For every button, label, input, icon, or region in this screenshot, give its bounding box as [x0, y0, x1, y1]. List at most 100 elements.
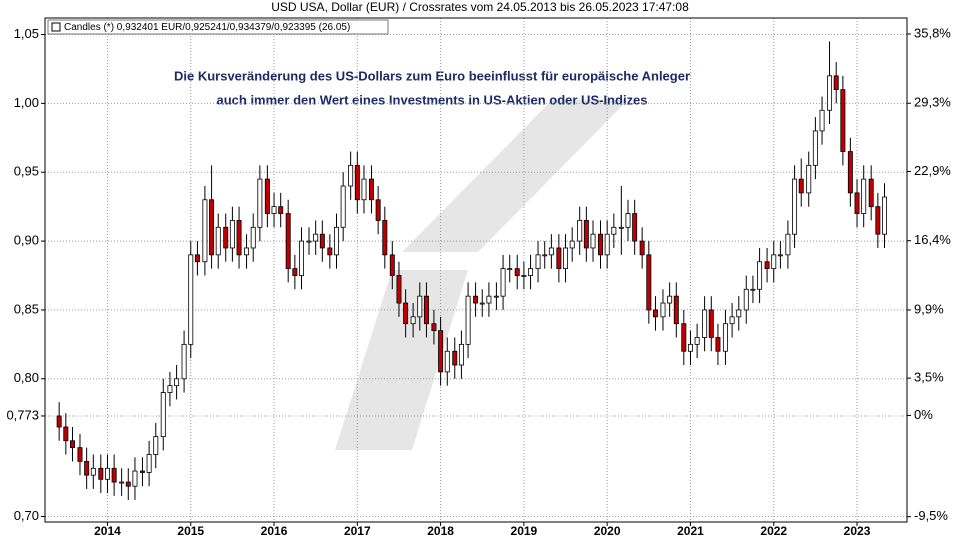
candle-body [382, 220, 388, 256]
candle-body [348, 164, 354, 187]
candle [361, 165, 367, 214]
candle-body [236, 220, 242, 256]
candle-body [354, 164, 360, 201]
candle [174, 365, 180, 400]
candle [56, 402, 62, 441]
candle-body [209, 199, 215, 256]
candle-body [244, 247, 250, 256]
candle-body [139, 470, 145, 473]
candle [507, 254, 513, 283]
candle-body [548, 247, 554, 256]
candle [806, 151, 812, 207]
candle [673, 282, 679, 338]
candle [444, 337, 450, 386]
candle-body [278, 206, 284, 214]
candle-body [423, 295, 429, 325]
candle [625, 199, 631, 242]
candle [750, 275, 756, 304]
candle-body [361, 178, 367, 201]
candle-body [556, 247, 562, 270]
candle [819, 96, 825, 145]
candle [812, 117, 818, 180]
candle [410, 303, 416, 338]
candle [111, 454, 117, 496]
candle-body [389, 254, 395, 276]
candle [70, 426, 75, 462]
candle [528, 254, 534, 290]
candle [319, 220, 325, 262]
candle [250, 213, 256, 262]
candle-body [757, 261, 763, 290]
candle [598, 220, 603, 269]
candle-body [368, 178, 374, 201]
x-tick-label: 2015 [177, 524, 204, 538]
candle-body [590, 233, 596, 249]
candle [771, 241, 777, 283]
candle-body [146, 454, 152, 473]
candle [652, 296, 658, 331]
candle [396, 261, 402, 317]
candle [882, 183, 887, 248]
candle [104, 454, 110, 494]
watermark-lower [335, 270, 468, 450]
candle-body [743, 288, 749, 311]
candle-body [417, 295, 423, 318]
candle-body [486, 295, 492, 304]
candle [278, 192, 284, 228]
candle [722, 309, 728, 366]
candle-body [215, 226, 221, 256]
x-tick-label: 2017 [344, 524, 371, 538]
candle [348, 151, 354, 200]
candle [285, 199, 291, 283]
candle-body [777, 254, 783, 257]
candle-body [750, 288, 756, 291]
candle-body [396, 275, 402, 304]
y2-tick-label: 22,9% [914, 163, 951, 178]
y-tick-label: 1,00 [14, 95, 39, 110]
candle-body [306, 240, 312, 243]
candle-body [438, 330, 444, 373]
watermark-upper [402, 100, 628, 252]
candle [681, 309, 687, 366]
y-tick-label: 1,05 [14, 26, 39, 41]
candle [229, 206, 235, 262]
candle-body [111, 467, 117, 483]
candle-body [174, 378, 180, 387]
legend-box [47, 19, 389, 35]
candle [236, 206, 242, 269]
candle [423, 282, 429, 338]
candle [194, 241, 200, 276]
candle [785, 220, 791, 269]
candle-body [313, 233, 319, 242]
x-tick-label: 2020 [594, 524, 621, 538]
annotation: Die Kursveränderung des US-Dollars zum E… [174, 68, 690, 83]
candle [167, 371, 173, 407]
candle [854, 179, 860, 228]
candle-body [223, 226, 229, 249]
candle-body [77, 447, 83, 462]
candle-body [493, 295, 499, 298]
candle-body [132, 470, 138, 487]
candle [132, 457, 138, 500]
plot-layer [45, 18, 907, 522]
candle [292, 254, 298, 290]
candle-body [194, 254, 200, 263]
candle [618, 186, 624, 255]
candle [417, 282, 423, 331]
candle-body [652, 309, 658, 318]
candle [694, 323, 700, 359]
candle [188, 241, 194, 359]
y2-tick-label: 35,8% [914, 25, 951, 40]
candle [334, 213, 339, 269]
y-tick-label: 0,95 [14, 164, 39, 179]
y2-tick-label: 3,5% [914, 370, 944, 385]
candle-body [444, 350, 450, 373]
candle [299, 227, 305, 290]
candle-body [798, 178, 804, 194]
watermark [335, 100, 628, 450]
candle-body [403, 302, 409, 325]
candle [840, 75, 846, 166]
candle-body [792, 178, 798, 235]
candle-body [625, 213, 631, 228]
candle [202, 186, 208, 276]
